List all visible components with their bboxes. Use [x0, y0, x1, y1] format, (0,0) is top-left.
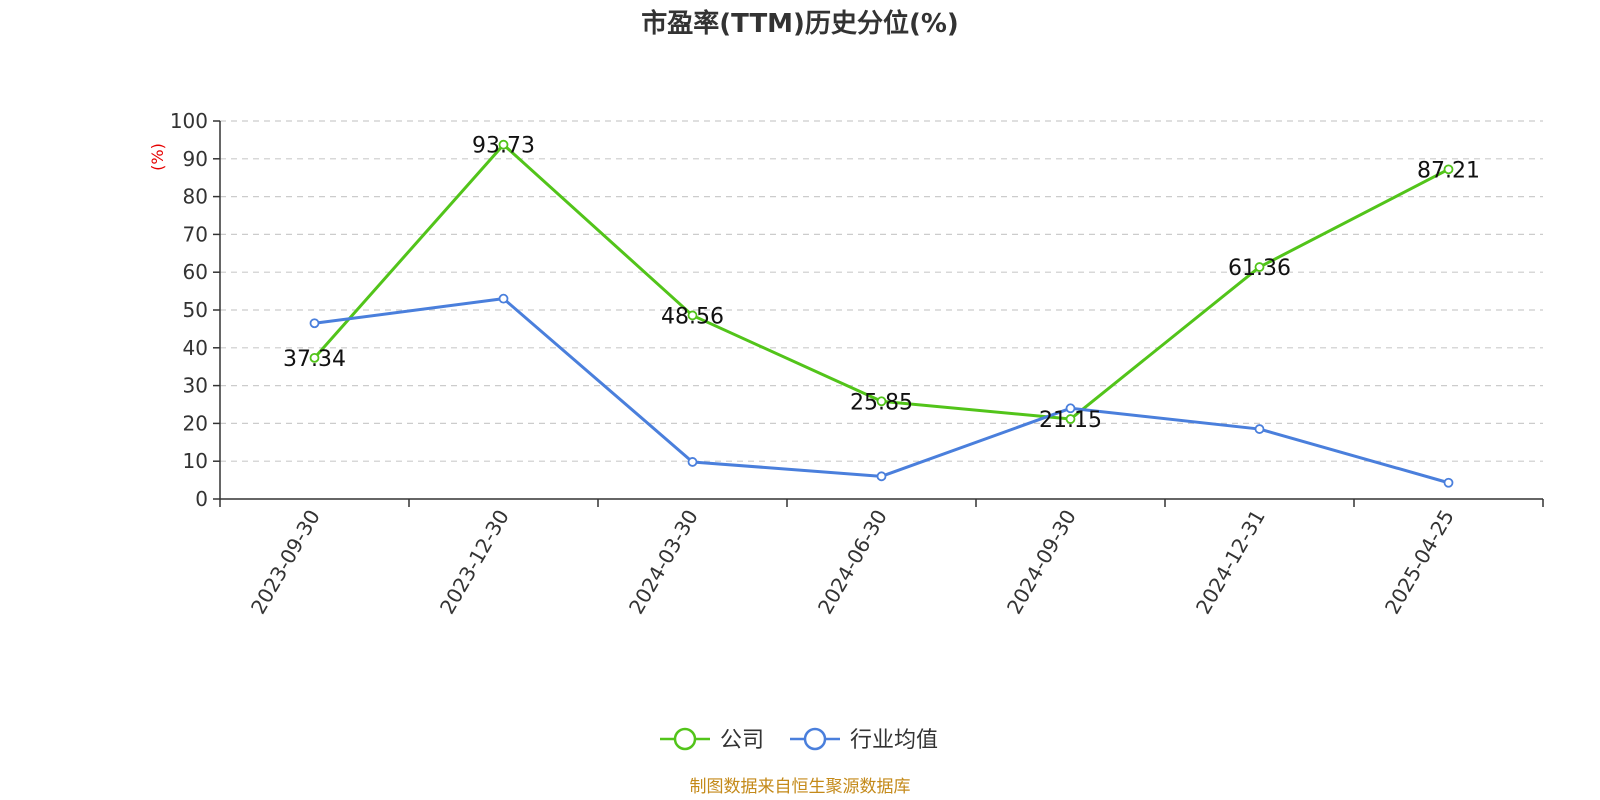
data-label-company: 87.21: [1417, 158, 1480, 183]
axes: 0 10 20 30 40 50 60 70 80 90 100 2023-09-30 2023-12-…: [170, 109, 1544, 619]
legend-industry-marker: [803, 727, 827, 751]
data-point-company: [687, 310, 698, 321]
data-point-industry: [309, 318, 320, 329]
series: [309, 139, 1454, 488]
data-point-industry: [1443, 477, 1454, 488]
data-point-industry: [498, 293, 509, 304]
data-point-industry: [687, 457, 698, 467]
data-point-company: [1065, 414, 1076, 424]
data-label-company: 61.36: [1228, 256, 1291, 281]
data-point-company: [498, 139, 509, 150]
x-tick-label: 2024-09-30: [1002, 506, 1081, 619]
y-tick-label: 20: [183, 411, 208, 435]
data-label-company: 93.73: [472, 134, 535, 159]
y-tick-label: 0: [195, 487, 208, 511]
y-tick-label: 80: [183, 185, 208, 209]
x-tick-label: 2024-03-30: [624, 506, 703, 619]
data-point-company: [1443, 164, 1454, 175]
chart-title: 市盈率(TTM)历史分位(%): [641, 8, 959, 39]
data-label-company: 25.85: [850, 390, 913, 415]
data-point-company: [876, 396, 887, 407]
data-point-industry: [876, 471, 887, 482]
data-label-company: 21.15: [1039, 408, 1102, 433]
y-tick-label: 10: [183, 449, 208, 473]
x-tick-label: 2025-04-25: [1380, 506, 1459, 619]
grid-lines: [220, 120, 1543, 462]
data-point-company: [309, 352, 320, 363]
y-tick-label: 90: [183, 147, 208, 171]
legend-company-marker: [673, 727, 697, 751]
data-labels: 37.34 93.73 48.56 25.85 21.15 61.36 87.21: [283, 134, 1480, 433]
y-tick-label: 70: [183, 222, 208, 246]
y-tick-label: 50: [183, 298, 208, 322]
data-point-industry: [1065, 403, 1076, 414]
legend-industry-label: 行业均值: [850, 728, 938, 753]
x-tick-label: 2024-12-31: [1191, 506, 1270, 619]
y-axis-label: (%): [148, 143, 167, 171]
legend-company-label: 公司: [720, 728, 764, 753]
source-note: 制图数据来自恒生聚源数据库: [690, 777, 911, 797]
y-tick-label: 40: [183, 336, 208, 360]
x-tick-label: 2023-12-30: [435, 506, 514, 619]
data-point-industry: [1254, 424, 1265, 434]
y-tick-label: 30: [183, 374, 208, 398]
y-tick-label: 100: [170, 109, 208, 133]
data-label-company: 37.34: [283, 347, 346, 372]
x-tick-label: 2024-06-30: [813, 506, 892, 619]
x-tick-label: 2023-09-30: [246, 506, 325, 619]
y-tick-label: 60: [183, 260, 208, 284]
data-label-company: 48.56: [661, 304, 724, 329]
data-point-company: [1254, 262, 1265, 272]
legend: 公司 行业均值: [660, 727, 938, 753]
series-line-company: [313, 143, 1450, 421]
